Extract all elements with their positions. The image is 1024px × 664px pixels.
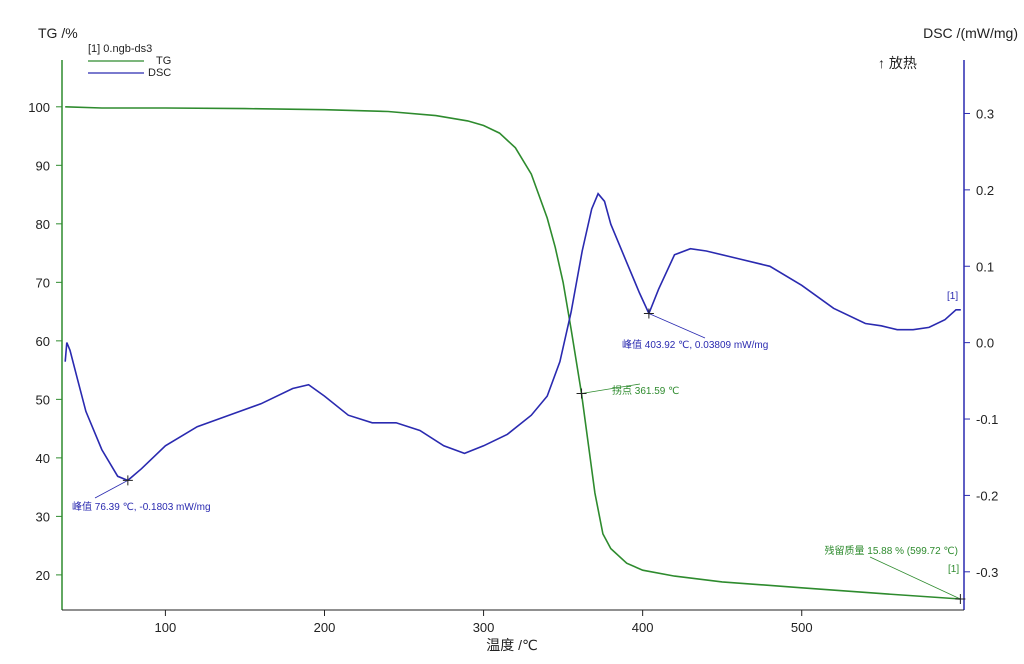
exothermic-direction-label: ↑ 放热 bbox=[878, 55, 917, 71]
y-right-tick-label: 0.2 bbox=[976, 183, 994, 198]
y-axis-right-title: DSC /(mW/mg) bbox=[923, 25, 1018, 41]
y-left-tick-label: 40 bbox=[36, 451, 50, 466]
x-tick-label: 300 bbox=[473, 620, 495, 635]
y-right-tick-label: -0.1 bbox=[976, 412, 998, 427]
y-right-tick-label: 0.0 bbox=[976, 336, 994, 351]
y-left-tick-label: 60 bbox=[36, 334, 50, 349]
annotation-leader-line bbox=[581, 383, 641, 394]
y-axis-left-ticks: 20 30 40 50 60 70 80 90 100 bbox=[28, 100, 62, 583]
x-tick-label: 500 bbox=[791, 620, 813, 635]
annotation-leader-line bbox=[648, 313, 706, 339]
y-right-tick-label: -0.2 bbox=[976, 488, 998, 503]
annotation-marker bbox=[122, 475, 133, 486]
annotation-tg-residual: 残留质量 15.88 % (599.72 ℃) bbox=[824, 544, 966, 604]
x-tick-label: 400 bbox=[632, 620, 654, 635]
y-left-tick-label: 80 bbox=[36, 217, 50, 232]
y-left-tick-label: 30 bbox=[36, 509, 50, 524]
legend: [1] 0.ngb-ds3 TG DSC bbox=[88, 43, 171, 79]
annotation-label: 峰值 76.39 ℃, -0.1803 mW/mg bbox=[72, 500, 211, 513]
legend-label-dsc: DSC bbox=[148, 67, 171, 79]
y-left-tick-label: 70 bbox=[36, 275, 50, 290]
annotation-leader-line bbox=[94, 480, 129, 499]
x-tick-label: 200 bbox=[314, 620, 336, 635]
annotation-dsc-peak-1: 峰值 76.39 ℃, -0.1803 mW/mg bbox=[72, 475, 211, 513]
legend-label-tg: TG bbox=[156, 55, 171, 67]
end-marker-tg: [1] bbox=[948, 564, 959, 575]
annotation-marker bbox=[643, 308, 654, 319]
annotation-label: 峰值 403.92 ℃, 0.03809 mW/mg bbox=[622, 338, 768, 351]
annotation-label: 拐点 361.59 ℃ bbox=[612, 384, 679, 397]
y-axis-left-title: TG /% bbox=[38, 25, 78, 41]
y-left-tick-label: 20 bbox=[36, 568, 50, 583]
y-left-tick-label: 100 bbox=[28, 100, 50, 115]
y-axis-right-ticks: -0.3 -0.2 -0.1 0.0 0.1 0.2 0.3 bbox=[964, 106, 998, 580]
annotation-tg-inflection: 拐点 361.59 ℃ bbox=[576, 383, 679, 399]
x-tick-label: 100 bbox=[155, 620, 177, 635]
series-line-tg bbox=[65, 106, 961, 600]
annotation-marker bbox=[955, 594, 966, 604]
x-axis-ticks: 100 200 300 400 500 bbox=[155, 610, 813, 635]
end-marker-dsc: [1] bbox=[947, 291, 958, 302]
y-right-tick-label: -0.3 bbox=[976, 565, 998, 580]
annotation-leader-line bbox=[869, 556, 961, 600]
y-right-tick-label: 0.1 bbox=[976, 259, 994, 274]
y-left-tick-label: 90 bbox=[36, 158, 50, 173]
annotation-dsc-peak-2: 峰值 403.92 ℃, 0.03809 mW/mg bbox=[622, 308, 768, 351]
annotation-label: 残留质量 15.88 % (599.72 ℃) bbox=[824, 544, 958, 557]
x-axis-title: 温度 /℃ bbox=[486, 637, 538, 653]
series-line-dsc bbox=[64, 192, 961, 482]
y-right-tick-label: 0.3 bbox=[976, 106, 994, 121]
y-left-tick-label: 50 bbox=[36, 392, 50, 407]
annotation-marker bbox=[576, 388, 587, 399]
legend-header: [1] 0.ngb-ds3 bbox=[88, 43, 152, 55]
